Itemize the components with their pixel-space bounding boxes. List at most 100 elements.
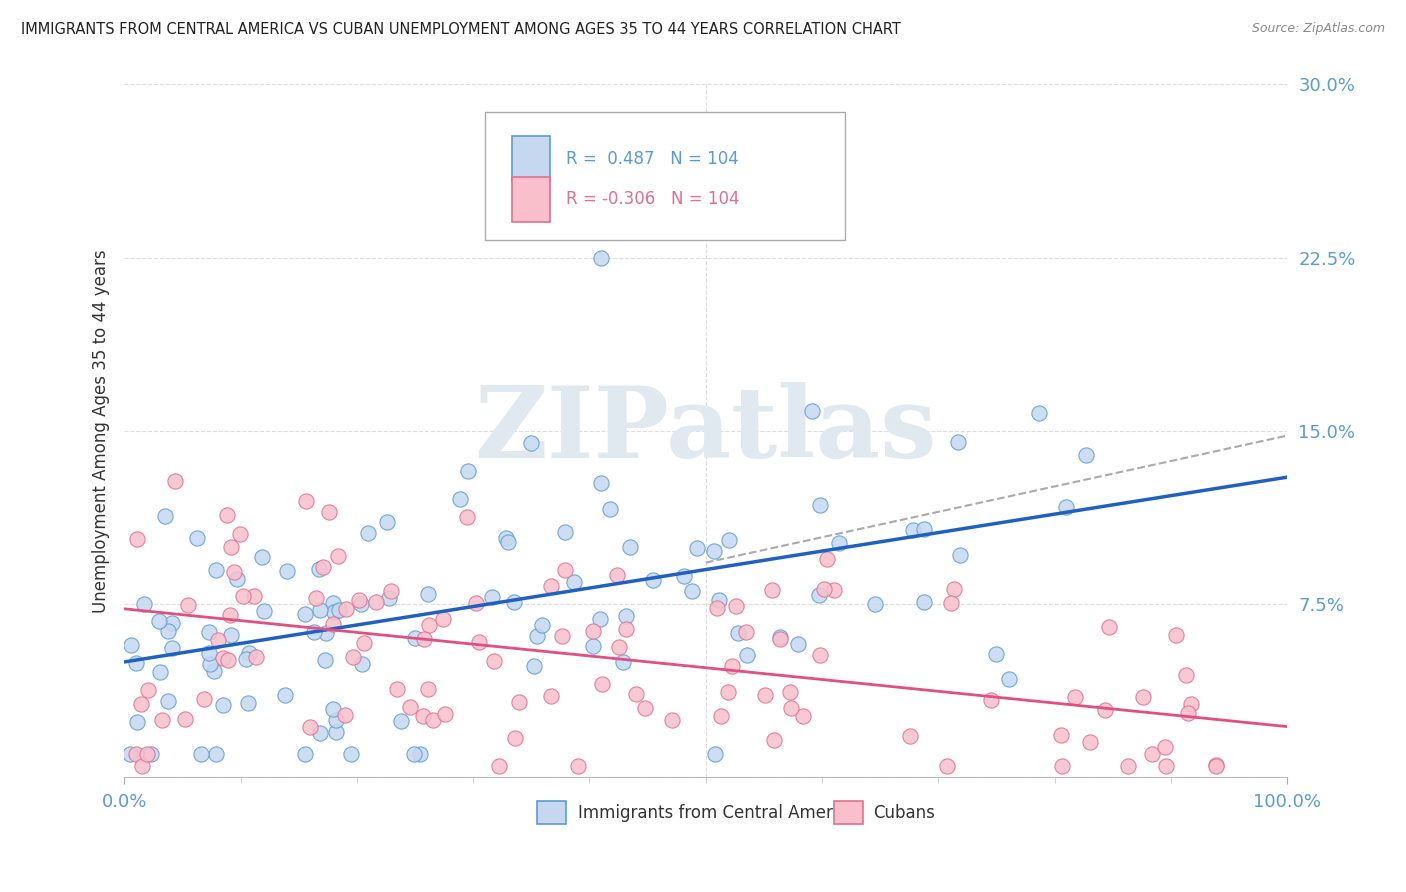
- Point: [156, 693, 179, 707]
- Point: [457, 464, 479, 478]
- Point: [508, 695, 530, 709]
- Point: [808, 498, 831, 512]
- Point: [335, 708, 357, 723]
- Point: [672, 569, 695, 583]
- Point: [643, 128, 665, 143]
- Point: [1050, 759, 1073, 773]
- Point: [229, 527, 252, 541]
- Point: [309, 726, 332, 740]
- Point: [827, 535, 849, 549]
- Point: [298, 720, 321, 734]
- Point: [626, 688, 648, 702]
- Point: [1054, 500, 1077, 514]
- Point: [253, 604, 276, 618]
- Point: [1118, 759, 1140, 773]
- Point: [212, 698, 235, 713]
- Point: [709, 593, 731, 607]
- Point: [727, 626, 749, 640]
- Point: [815, 551, 838, 566]
- Point: [402, 747, 425, 762]
- Point: [808, 648, 831, 662]
- Point: [349, 592, 371, 607]
- Point: [385, 681, 408, 696]
- Point: [503, 731, 526, 745]
- Point: [125, 656, 148, 670]
- Point: [998, 673, 1021, 687]
- Point: [1154, 740, 1177, 755]
- Point: [389, 714, 412, 729]
- Point: [582, 624, 605, 638]
- Point: [207, 632, 229, 647]
- Point: [449, 491, 471, 506]
- Point: [706, 601, 728, 615]
- Point: [503, 595, 526, 609]
- Point: [353, 635, 375, 649]
- Point: [468, 634, 491, 648]
- Point: [1174, 667, 1197, 681]
- Point: [526, 629, 548, 643]
- Point: [322, 596, 344, 610]
- Point: [139, 747, 162, 762]
- Point: [481, 591, 503, 605]
- Point: [276, 564, 298, 578]
- Point: [219, 628, 242, 642]
- Point: [418, 681, 440, 696]
- Point: [763, 732, 786, 747]
- Point: [567, 759, 589, 773]
- Point: [245, 650, 267, 665]
- Point: [1049, 728, 1071, 742]
- Point: [607, 640, 630, 654]
- Point: [606, 568, 628, 582]
- Point: [912, 595, 935, 609]
- Point: [786, 637, 808, 651]
- FancyBboxPatch shape: [537, 801, 567, 824]
- Point: [204, 747, 226, 762]
- Point: [554, 525, 576, 540]
- Point: [250, 550, 273, 565]
- Point: [591, 677, 613, 691]
- Point: [754, 688, 776, 702]
- Point: [540, 579, 562, 593]
- Point: [127, 714, 149, 729]
- Point: [132, 598, 155, 612]
- Point: [540, 690, 562, 704]
- Point: [160, 615, 183, 630]
- Point: [177, 598, 200, 612]
- Point: [686, 541, 709, 556]
- Point: [198, 624, 221, 639]
- Point: [416, 587, 439, 601]
- Point: [769, 630, 792, 644]
- Point: [243, 589, 266, 603]
- Point: [404, 631, 426, 645]
- Point: [418, 618, 440, 632]
- Point: [703, 543, 725, 558]
- Point: [717, 685, 740, 699]
- Point: [136, 747, 159, 762]
- Point: [661, 713, 683, 727]
- Point: [160, 641, 183, 656]
- Point: [305, 591, 328, 605]
- Point: [801, 404, 824, 418]
- Point: [380, 584, 402, 599]
- Point: [792, 708, 814, 723]
- Point: [312, 560, 335, 574]
- Point: [614, 623, 637, 637]
- Point: [523, 659, 546, 673]
- Point: [165, 475, 187, 489]
- Point: [614, 609, 637, 624]
- Point: [434, 707, 457, 722]
- Y-axis label: Unemployment Among Ages 35 to 44 years: Unemployment Among Ages 35 to 44 years: [93, 249, 110, 613]
- Point: [118, 747, 141, 762]
- Point: [342, 650, 364, 665]
- Point: [302, 625, 325, 640]
- Point: [314, 653, 336, 667]
- Point: [339, 747, 361, 762]
- Point: [325, 724, 347, 739]
- Point: [1140, 747, 1163, 762]
- Point: [761, 582, 783, 597]
- Point: [200, 657, 222, 672]
- Point: [412, 709, 434, 723]
- Point: [865, 597, 887, 611]
- Point: [456, 510, 478, 524]
- Point: [465, 596, 488, 610]
